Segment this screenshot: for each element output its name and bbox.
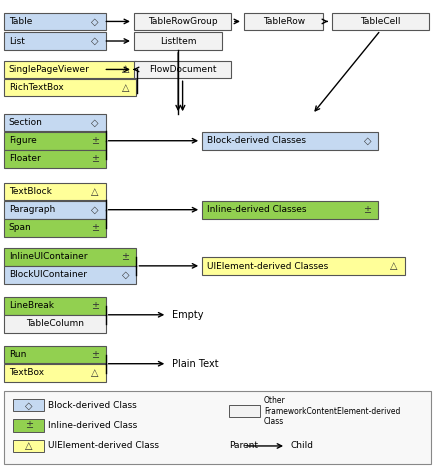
Text: BlockUIContainer: BlockUIContainer: [9, 270, 87, 280]
Text: Block-derived Classes: Block-derived Classes: [207, 136, 306, 145]
Text: △: △: [121, 64, 129, 75]
Text: TableRow: TableRow: [263, 17, 305, 26]
Text: UIElement-derived Class: UIElement-derived Class: [48, 441, 159, 451]
FancyBboxPatch shape: [134, 13, 231, 30]
Text: △: △: [91, 368, 99, 378]
Text: Span: Span: [9, 223, 32, 233]
Text: ◇: ◇: [91, 36, 99, 46]
FancyBboxPatch shape: [13, 419, 44, 432]
Text: TextBlock: TextBlock: [9, 187, 51, 196]
FancyBboxPatch shape: [4, 32, 106, 50]
Text: ◇: ◇: [91, 117, 99, 128]
FancyBboxPatch shape: [13, 399, 44, 411]
Text: Floater: Floater: [9, 154, 40, 164]
FancyBboxPatch shape: [4, 391, 431, 464]
Text: Section: Section: [9, 118, 43, 127]
Text: TextBox: TextBox: [9, 368, 44, 377]
Text: FlowDocument: FlowDocument: [149, 65, 216, 74]
Text: ±: ±: [363, 205, 371, 215]
FancyBboxPatch shape: [134, 61, 231, 78]
Text: Block-derived Class: Block-derived Class: [48, 401, 137, 410]
Text: ±: ±: [121, 252, 129, 262]
FancyBboxPatch shape: [134, 32, 222, 50]
Text: Inline-derived Classes: Inline-derived Classes: [207, 205, 306, 214]
Text: △: △: [121, 82, 129, 93]
Text: ListItem: ListItem: [160, 36, 196, 46]
FancyBboxPatch shape: [4, 150, 106, 168]
FancyBboxPatch shape: [4, 266, 136, 284]
Text: ◇: ◇: [91, 16, 99, 27]
FancyBboxPatch shape: [4, 132, 106, 150]
Text: Empty: Empty: [172, 310, 203, 320]
Text: ±: ±: [25, 420, 33, 431]
Text: TableRowGroup: TableRowGroup: [148, 17, 217, 26]
Text: UIElement-derived Classes: UIElement-derived Classes: [207, 261, 328, 271]
Text: RichTextBox: RichTextBox: [9, 83, 63, 92]
Text: TableCell: TableCell: [360, 17, 401, 26]
Text: ◇: ◇: [121, 270, 129, 280]
Text: △: △: [91, 186, 99, 197]
FancyBboxPatch shape: [4, 248, 136, 266]
Text: ±: ±: [91, 136, 99, 146]
FancyBboxPatch shape: [4, 114, 106, 131]
Text: Inline-derived Class: Inline-derived Class: [48, 421, 138, 430]
Text: LineBreak: LineBreak: [9, 301, 54, 310]
FancyBboxPatch shape: [4, 315, 106, 333]
FancyBboxPatch shape: [4, 201, 106, 219]
FancyBboxPatch shape: [202, 132, 378, 150]
Text: Child: Child: [290, 441, 313, 451]
FancyBboxPatch shape: [4, 219, 106, 237]
Text: ±: ±: [91, 350, 99, 360]
Text: ±: ±: [91, 154, 99, 164]
Text: △: △: [25, 441, 33, 451]
FancyBboxPatch shape: [4, 297, 106, 315]
FancyBboxPatch shape: [4, 183, 106, 200]
FancyBboxPatch shape: [229, 405, 260, 417]
Text: Parent: Parent: [229, 441, 258, 451]
Text: Table: Table: [9, 17, 32, 26]
FancyBboxPatch shape: [4, 13, 106, 30]
Text: ±: ±: [91, 223, 99, 233]
FancyBboxPatch shape: [4, 346, 106, 363]
Text: ◇: ◇: [91, 205, 99, 215]
FancyBboxPatch shape: [4, 79, 136, 96]
FancyBboxPatch shape: [202, 201, 378, 219]
Text: Other
FrameworkContentElement-derived
Class: Other FrameworkContentElement-derived Cl…: [264, 396, 400, 426]
Text: TableColumn: TableColumn: [26, 319, 84, 329]
FancyBboxPatch shape: [4, 61, 136, 78]
FancyBboxPatch shape: [4, 364, 106, 382]
Text: List: List: [9, 36, 25, 46]
Text: Run: Run: [9, 350, 26, 359]
Text: Paragraph: Paragraph: [9, 205, 55, 214]
Text: △: △: [390, 261, 398, 271]
Text: ±: ±: [91, 301, 99, 311]
Text: Plain Text: Plain Text: [172, 359, 218, 369]
FancyBboxPatch shape: [332, 13, 429, 30]
FancyBboxPatch shape: [13, 440, 44, 452]
Text: InlineUIContainer: InlineUIContainer: [9, 252, 87, 261]
FancyBboxPatch shape: [202, 257, 405, 275]
FancyBboxPatch shape: [244, 13, 323, 30]
Text: SinglePageViewer: SinglePageViewer: [9, 65, 90, 74]
Text: Figure: Figure: [9, 136, 37, 145]
Text: ◇: ◇: [363, 136, 371, 146]
Text: ◇: ◇: [25, 400, 33, 411]
